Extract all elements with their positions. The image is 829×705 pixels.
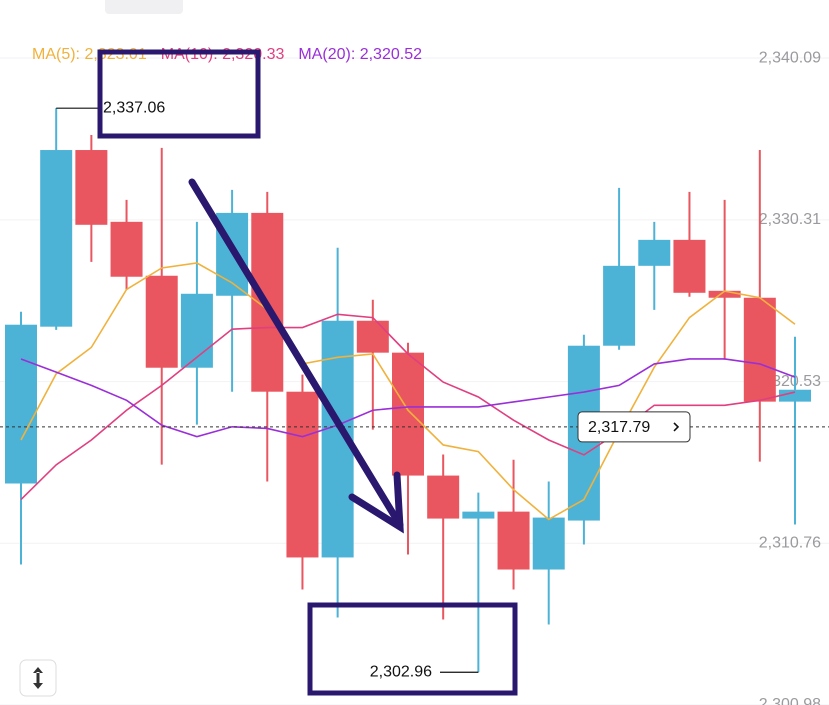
candle-body xyxy=(743,297,776,402)
ma-line xyxy=(20,262,796,521)
tab-selected[interactable] xyxy=(105,0,183,14)
y-axis: 2,340.092,330.312,320.532,310.762,300.98 xyxy=(759,49,821,705)
low-label: 2,302.96 xyxy=(370,663,432,680)
chevron xyxy=(673,422,680,432)
trend-arrow xyxy=(188,178,404,534)
candle-body xyxy=(110,221,143,277)
candle-body xyxy=(40,150,73,327)
candle-body xyxy=(427,475,460,519)
candle-body xyxy=(462,511,495,519)
candle-body xyxy=(532,517,565,570)
candle-body xyxy=(638,239,671,266)
highlight-box xyxy=(307,602,518,696)
current-price-label: 2,317.79 xyxy=(588,419,650,436)
candle-body xyxy=(180,293,213,368)
high-label: 2,337.06 xyxy=(103,99,165,116)
ma-line xyxy=(20,313,796,501)
candle-body xyxy=(708,290,741,298)
plot xyxy=(5,108,811,673)
candle-body xyxy=(5,324,37,484)
candle-body xyxy=(497,511,530,570)
y-tick-label: 2,340.09 xyxy=(759,49,821,66)
candle-body xyxy=(145,275,178,368)
highlight-box xyxy=(97,49,261,139)
candle-body xyxy=(356,320,389,353)
ma-line xyxy=(20,358,796,438)
candle-body xyxy=(779,389,811,402)
legend-entry: MA(20): 2,320.52 xyxy=(298,46,422,63)
annotations: 2,317.79 2,337.06 2,302.96 xyxy=(0,99,829,680)
y-tick-label: 2,330.31 xyxy=(759,211,821,228)
y-tick-label: 2,310.76 xyxy=(759,534,821,551)
candle-body xyxy=(75,150,108,225)
current-price-tag xyxy=(577,411,691,443)
legend-entry: MA(10): 2,320.33 xyxy=(161,46,285,63)
y-tick-label: 2,300.98 xyxy=(759,696,821,705)
legend: MA(5): 2,323.01 MA(10): 2,320.33 MA(20): 2… xyxy=(32,46,422,63)
legend-entry: MA(5): 2,323.01 xyxy=(32,46,147,63)
candle-body xyxy=(673,239,706,293)
candle-body xyxy=(603,265,636,346)
candle-body xyxy=(392,352,424,476)
zoom-button[interactable] xyxy=(19,659,57,697)
candle-body xyxy=(286,391,319,558)
